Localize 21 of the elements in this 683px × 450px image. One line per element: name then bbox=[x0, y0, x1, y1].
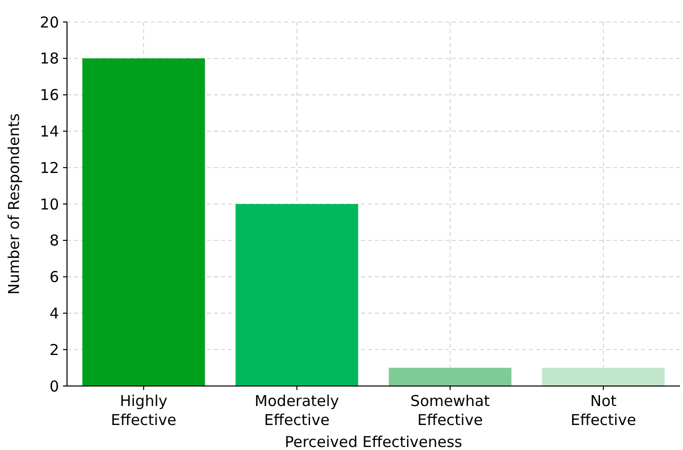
x-axis-title: Perceived Effectiveness bbox=[284, 433, 462, 450]
y-tick-label: 20 bbox=[40, 13, 59, 32]
y-tick-label: 16 bbox=[40, 86, 59, 104]
y-tick-label: 6 bbox=[49, 268, 59, 286]
y-axis-title: Number of Respondents bbox=[5, 113, 23, 295]
y-tick-label: 10 bbox=[40, 195, 59, 214]
bar bbox=[388, 368, 512, 386]
y-tick-label: 8 bbox=[49, 232, 59, 250]
y-tick-label: 4 bbox=[49, 304, 59, 322]
x-tick-label: Not Effective bbox=[570, 392, 636, 429]
bar bbox=[82, 58, 205, 386]
x-tick-label: Somewhat Effective bbox=[410, 392, 490, 429]
y-tick-label: 18 bbox=[40, 50, 59, 68]
y-tick-label: 2 bbox=[49, 340, 59, 359]
bar bbox=[236, 204, 358, 386]
y-tick-label: 0 bbox=[49, 377, 59, 396]
y-tick-label: 14 bbox=[40, 122, 59, 140]
x-tick-label: Moderately Effective bbox=[254, 392, 340, 429]
y-tick-label: 12 bbox=[40, 158, 59, 177]
bar bbox=[542, 368, 665, 386]
x-tick-label: Highly Effective bbox=[110, 392, 176, 429]
